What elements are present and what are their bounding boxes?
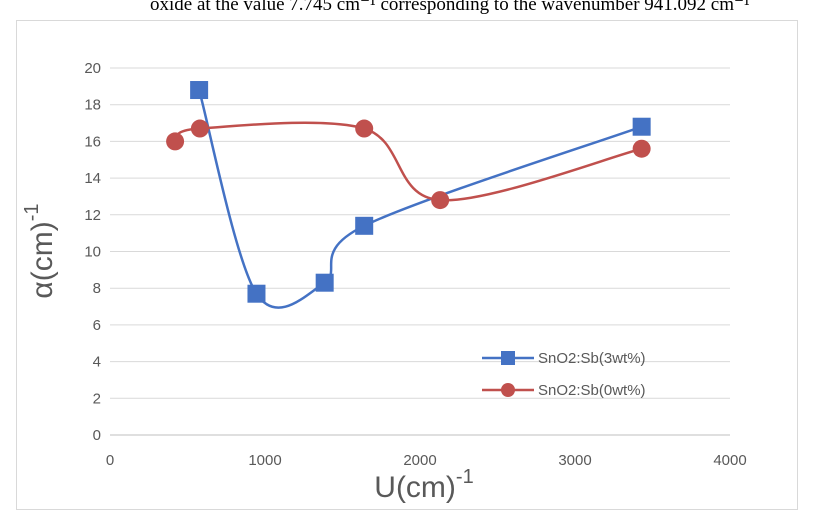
data-point-square (315, 273, 334, 292)
y-tick-label: 10 (84, 244, 101, 261)
legend: SnO2:Sb(3wt%) SnO2:Sb(0wt%) (482, 350, 646, 399)
data-point-square (190, 81, 209, 100)
x-tick-label: 2000 (403, 452, 436, 469)
legend-marker-square (501, 351, 515, 365)
data-point-circle (166, 132, 185, 151)
y-tick-label: 18 (84, 97, 101, 114)
series-line (197, 89, 643, 309)
legend-label: SnO2:Sb(3wt%) (538, 350, 646, 367)
legend-marker-circle (501, 383, 515, 397)
x-tick-label: 4000 (713, 452, 746, 469)
y-tick-label: 2 (93, 390, 101, 407)
y-tick-label: 20 (84, 60, 101, 77)
x-tick-labels: 0 1000 2000 3000 4000 (106, 452, 747, 469)
data-point-circle (431, 191, 450, 210)
y-tick-label: 6 (93, 317, 101, 334)
data-point-circle (355, 119, 374, 138)
data-point-circle (190, 119, 209, 138)
data-point-square (355, 216, 374, 235)
legend-label: SnO2:Sb(0wt%) (538, 382, 646, 399)
data-point-square (632, 117, 651, 136)
y-tick-labels: 0 2 4 6 8 10 12 14 16 18 20 (84, 60, 101, 444)
x-tick-label: 3000 (558, 452, 591, 469)
x-tick-label: 0 (106, 452, 114, 469)
series-1 (166, 119, 651, 210)
gridlines (110, 67, 730, 436)
y-axis-title: α(cm)-1 (21, 203, 59, 298)
y-tick-label: 14 (84, 170, 101, 187)
series-line (174, 121, 642, 202)
y-tick-label: 0 (93, 427, 101, 444)
series-0 (190, 81, 651, 309)
y-tick-label: 4 (93, 354, 101, 371)
y-tick-label: 16 (84, 133, 101, 150)
x-axis-title: U(cm)-1 (374, 466, 473, 504)
y-tick-label: 12 (84, 207, 101, 224)
series-group (166, 81, 651, 309)
top-caption: oxide at the value 7.745 cm⁻¹ correspond… (150, 0, 750, 15)
data-point-circle (632, 139, 651, 158)
data-point-square (247, 284, 266, 303)
y-tick-label: 8 (93, 280, 101, 297)
legend-item-0: SnO2:Sb(3wt%) (482, 350, 646, 367)
x-tick-label: 1000 (248, 452, 281, 469)
legend-item-1: SnO2:Sb(0wt%) (482, 382, 646, 399)
